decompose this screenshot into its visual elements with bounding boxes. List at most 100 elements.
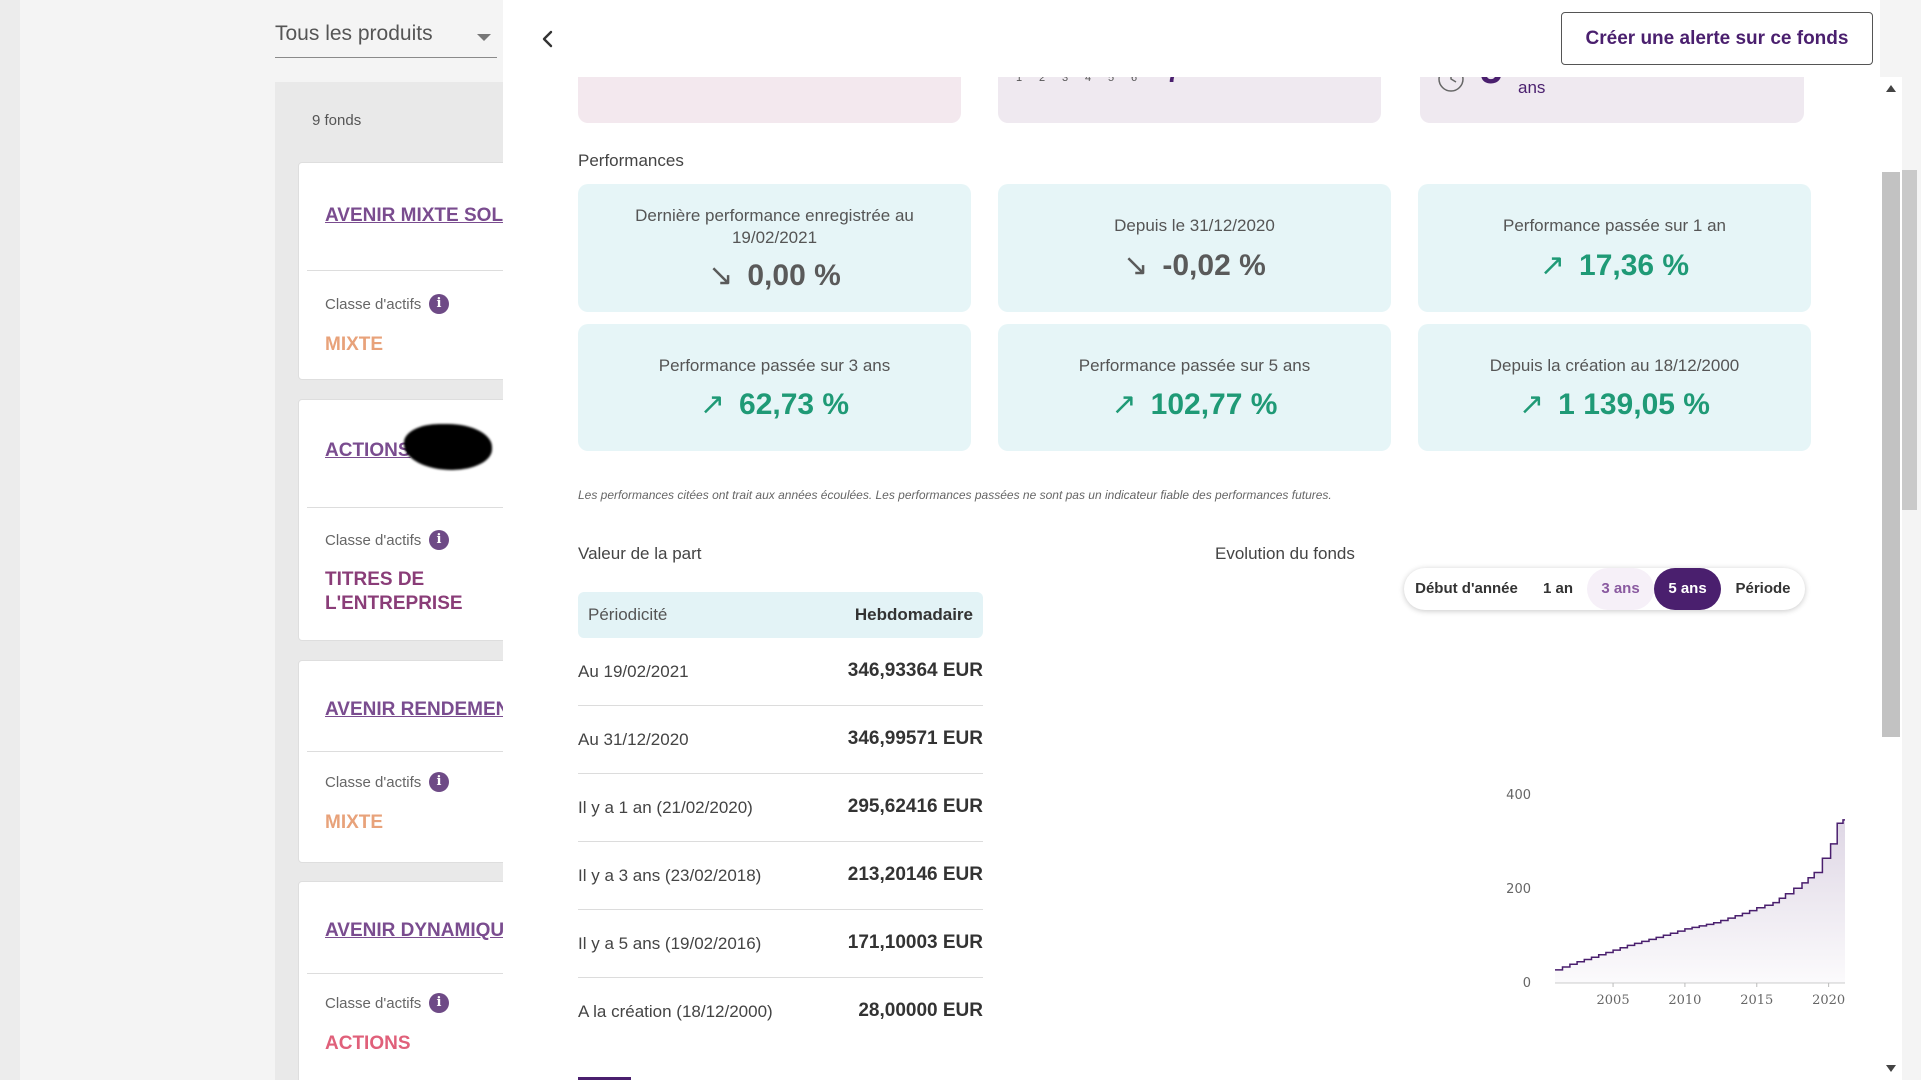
arrow-up-right-icon: ↗ [1111, 388, 1137, 421]
asset-class-value: MIXTE [325, 334, 384, 355]
scroll-up-arrow-icon[interactable] [1886, 85, 1896, 92]
series-area [1555, 819, 1845, 983]
card-divider [307, 507, 557, 508]
performance-card: Depuis le 31/12/2020 ↘ -0,02 % [998, 184, 1391, 312]
fund-name-link[interactable]: AVENIR MIXTE SOL [325, 205, 504, 226]
asset-class-label: Classe d'actifs [325, 995, 422, 1012]
info-icon[interactable]: i [429, 993, 449, 1013]
performance-value-text: 62,73 % [739, 388, 850, 421]
x-tick-label: 2010 [1668, 993, 1701, 1008]
series-line [1555, 819, 1845, 971]
asset-class-label: Classe d'actifs [325, 532, 422, 549]
share-value-amount: 28,00000 EUR [858, 1000, 983, 1021]
fund-name-link[interactable]: ACTIONS [325, 440, 411, 461]
risk-level-5: 5 [1108, 72, 1115, 84]
tab-1-year[interactable]: 1 an [1542, 580, 1573, 597]
share-value-amount: 171,10003 EUR [847, 932, 983, 953]
performance-disclaimer: Les performances citées ont trait aux an… [578, 488, 1332, 502]
asset-class-value: ACTIONS [325, 1033, 411, 1054]
periodicity-value: Hebdomadaire [854, 605, 973, 624]
performance-value: ↗ 62,73 % [578, 387, 971, 422]
y-tick-label: 200 [1506, 882, 1531, 897]
drawer-header: Créer une alerte sur ce fonds [503, 0, 1880, 77]
fund-evolution-chart: 0 200 400 2005 2010 2015 2020 [1506, 788, 1845, 1008]
card-divider [307, 751, 557, 752]
share-value-row: Il y a 1 an (21/02/2020) 295,62416 EUR [578, 774, 983, 842]
risk-level-2: 2 [1039, 72, 1046, 84]
info-icon[interactable]: i [429, 530, 449, 550]
risk-level-3: 3 [1062, 72, 1069, 84]
info-icon[interactable]: i [429, 772, 449, 792]
tab-start-of-year[interactable]: Début d'année [1415, 580, 1518, 597]
fund-name-link[interactable]: AVENIR RENDEMEN [325, 699, 510, 720]
performance-value: ↘ 0,00 % [578, 258, 971, 293]
asset-class-label: Classe d'actifs [325, 774, 422, 791]
share-value-date: Il y a 1 an (21/02/2020) [578, 798, 753, 817]
tab-indicator [578, 1077, 631, 1080]
product-filter-value: Tous les produits [275, 22, 433, 45]
share-value-amount: 213,20146 EUR [847, 864, 983, 885]
page-scrollbar[interactable] [1902, 0, 1921, 1080]
arrow-up-right-icon: ↗ [1519, 388, 1545, 421]
share-value-date: Au 19/02/2021 [578, 662, 689, 681]
performance-label: Performance passée sur 3 ans [658, 356, 891, 375]
tab-5-years[interactable]: 5 ans [1654, 568, 1721, 610]
create-alert-button[interactable]: Créer une alerte sur ce fonds [1561, 12, 1873, 65]
performance-value-text: 0,00 % [747, 259, 841, 292]
arrow-up-right-icon: ↗ [1539, 249, 1566, 282]
performance-label: Depuis la création au 18/12/2000 [1489, 356, 1740, 375]
performance-label: Depuis le 31/12/2020 [1114, 216, 1275, 235]
drawer-scrollbar[interactable] [1880, 77, 1902, 1080]
risk-level-4: 4 [1085, 72, 1092, 84]
page-scroll-thumb[interactable] [1902, 170, 1917, 510]
asset-class-value: MIXTE [325, 812, 384, 833]
share-value-row: A la création (18/12/2000) 28,00000 EUR [578, 978, 983, 1046]
asset-class-value: TITRES DE L'ENTREPRISE [325, 569, 463, 614]
risk-level-6: 6 [1131, 72, 1138, 84]
tab-3-years[interactable]: 3 ans [1587, 568, 1654, 610]
performance-label: Performance passée sur 5 ans [1078, 356, 1311, 375]
scroll-thumb[interactable] [1882, 172, 1900, 737]
arrow-down-right-icon: ↘ [1123, 249, 1149, 282]
y-tick-label: 400 [1506, 788, 1531, 803]
x-tick-label: 2015 [1740, 993, 1773, 1008]
performance-card: Performance passée sur 5 ans ↗ 102,77 % [998, 324, 1391, 451]
card-divider [307, 270, 557, 271]
share-value-date: A la création (18/12/2000) [578, 1002, 773, 1021]
share-value-row: Il y a 3 ans (23/02/2018) 213,20146 EUR [578, 842, 983, 910]
share-value-title: Valeur de la part [578, 544, 702, 563]
scroll-down-arrow-icon[interactable] [1886, 1065, 1896, 1072]
arrow-up-right-icon: ↗ [699, 388, 726, 421]
performance-label: Dernière performance enregistrée au 19/0… [635, 206, 914, 247]
fund-name-link[interactable]: AVENIR DYNAMIQU [325, 920, 505, 941]
risk-level-1: 1 [1016, 72, 1023, 84]
chevron-down-icon [477, 34, 491, 41]
asset-class-label: Classe d'actifs [325, 296, 422, 313]
performance-value-text: -0,02 % [1162, 249, 1266, 282]
fund-count: 9 fonds [312, 112, 362, 129]
evolution-title: Evolution du fonds [1215, 544, 1355, 563]
performance-value-text: 1 139,05 % [1558, 388, 1710, 421]
periodicity-row: Périodicité Hebdomadaire [578, 592, 983, 638]
tab-period[interactable]: Période [1735, 580, 1791, 597]
chevron-left-icon[interactable] [533, 24, 563, 54]
performance-card: Performance passée sur 1 an ↗ 17,36 % [1418, 184, 1811, 312]
x-tick-label: 2020 [1812, 993, 1845, 1008]
share-value-row: Au 19/02/2021 346,93364 EUR [578, 638, 983, 706]
performance-card: Dernière performance enregistrée au 19/0… [578, 184, 971, 312]
performance-label: Performance passée sur 1 an [1502, 216, 1726, 235]
product-filter-select[interactable]: Tous les produits [275, 22, 497, 58]
performance-card: Performance passée sur 3 ans ↗ 62,73 % [578, 324, 971, 451]
share-value-amount: 346,93364 EUR [847, 660, 983, 681]
period-selector: Début d'année 1 an 3 ans 5 ans Période [1404, 568, 1805, 610]
share-value-row: Il y a 5 ans (19/02/2016) 171,10003 EUR [578, 910, 983, 978]
performance-card: Depuis la création au 18/12/2000 ↗ 1 139,… [1418, 324, 1811, 451]
info-icon[interactable]: i [429, 294, 449, 314]
share-value-amount: 346,99571 EUR [847, 728, 983, 749]
performance-value: ↗ 17,36 % [1418, 248, 1811, 283]
duration-unit: ans [1518, 78, 1546, 97]
share-value-date: Il y a 5 ans (19/02/2016) [578, 934, 762, 953]
performance-value-text: 17,36 % [1579, 249, 1690, 282]
performance-value: ↗ 102,77 % [998, 387, 1391, 422]
arrow-down-right-icon: ↘ [708, 259, 734, 292]
